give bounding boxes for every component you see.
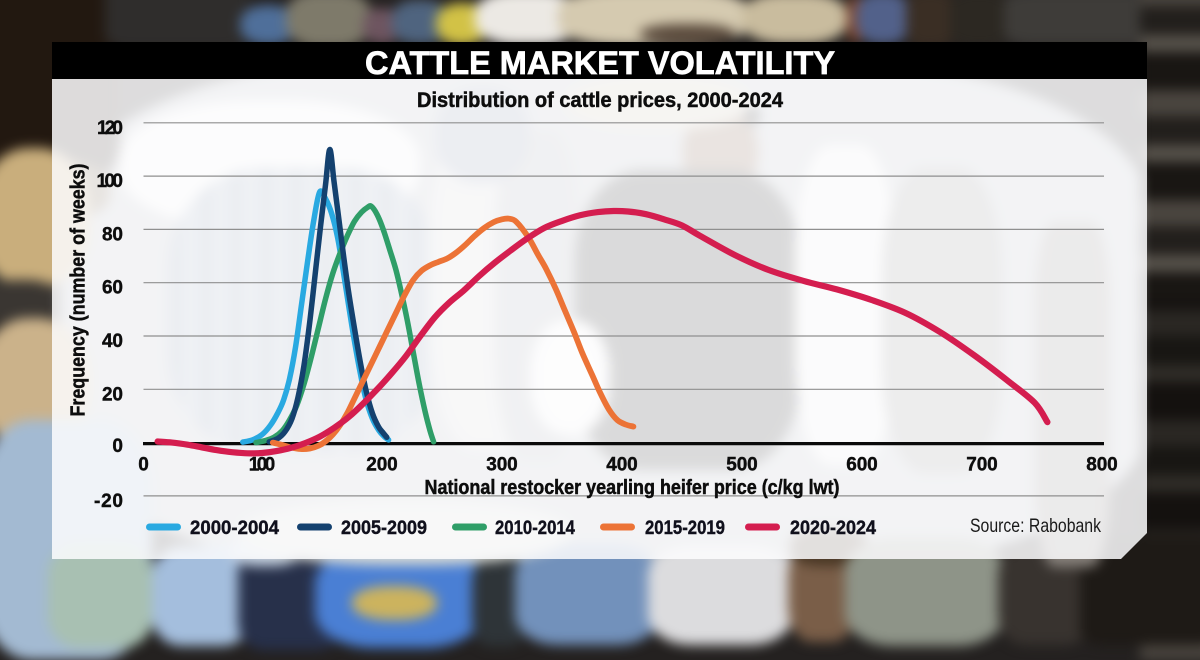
svg-text:Source: Rabobank: Source: Rabobank — [970, 515, 1101, 537]
svg-text:CATTLE MARKET VOLATILITY: CATTLE MARKET VOLATILITY — [365, 45, 835, 81]
svg-text:80: 80 — [102, 224, 123, 245]
svg-text:100: 100 — [249, 455, 276, 476]
svg-text:2015-2019: 2015-2019 — [645, 518, 725, 539]
svg-text:700: 700 — [966, 455, 998, 476]
svg-text:200: 200 — [366, 455, 398, 476]
svg-text:300: 300 — [486, 455, 518, 476]
svg-text:120: 120 — [97, 118, 123, 139]
svg-text:500: 500 — [726, 455, 758, 476]
svg-text:0: 0 — [112, 436, 123, 457]
svg-text:National restocker yearling he: National restocker yearling heifer price… — [425, 477, 840, 499]
svg-text:20: 20 — [102, 384, 123, 405]
svg-text:800: 800 — [1086, 455, 1118, 476]
svg-text:Distribution of cattle prices,: Distribution of cattle prices, 2000-2024 — [417, 89, 783, 112]
svg-text:0: 0 — [138, 455, 149, 476]
svg-text:40: 40 — [102, 331, 123, 352]
svg-text:60: 60 — [102, 278, 123, 299]
svg-text:100: 100 — [97, 171, 124, 192]
svg-text:2020-2024: 2020-2024 — [790, 518, 876, 539]
svg-text:Frequency (number of weeks): Frequency (number of weeks) — [68, 164, 90, 417]
svg-text:-20: -20 — [94, 491, 123, 512]
svg-text:2000-2004: 2000-2004 — [190, 518, 279, 539]
svg-text:2005-2009: 2005-2009 — [341, 518, 427, 539]
svg-text:2010-2014: 2010-2014 — [495, 518, 575, 539]
svg-text:600: 600 — [846, 455, 878, 476]
svg-text:400: 400 — [606, 455, 638, 476]
